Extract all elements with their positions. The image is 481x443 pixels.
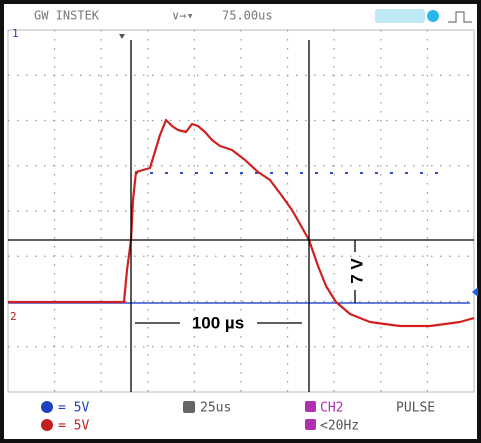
trigger-source: CH2 xyxy=(320,401,343,416)
voltage-annotation: 7 V xyxy=(347,258,366,284)
ch2-scale: = 5V xyxy=(58,419,89,434)
timebase: 25us xyxy=(200,401,231,416)
status-dot xyxy=(427,10,439,22)
trigger-icon: ∨→▾ xyxy=(172,9,194,23)
trigger-filter: <20Hz xyxy=(320,419,359,434)
timebase-badge xyxy=(183,401,195,413)
scope-screen: GW INSTEK ∨→▾ 75.00us 1 2 100 µs 7 V = 5… xyxy=(0,0,481,443)
trigger-position: 75.00us xyxy=(222,9,273,23)
run-indicator xyxy=(375,9,425,23)
trigger-badge xyxy=(305,401,316,412)
brand: GW INSTEK xyxy=(34,9,100,23)
filter-badge xyxy=(305,419,316,430)
ch2-marker: 2 xyxy=(10,310,17,323)
time-annotation: 100 µs xyxy=(192,313,244,332)
trigger-type: PULSE xyxy=(396,401,435,416)
ch1-badge xyxy=(41,401,53,413)
ch1-scale: = 5V xyxy=(58,401,89,416)
page: GW INSTEK ∨→▾ 75.00us 1 2 100 µs 7 V = 5… xyxy=(0,0,481,443)
ch2-badge xyxy=(41,419,53,431)
ch1-marker: 1 xyxy=(12,27,19,40)
